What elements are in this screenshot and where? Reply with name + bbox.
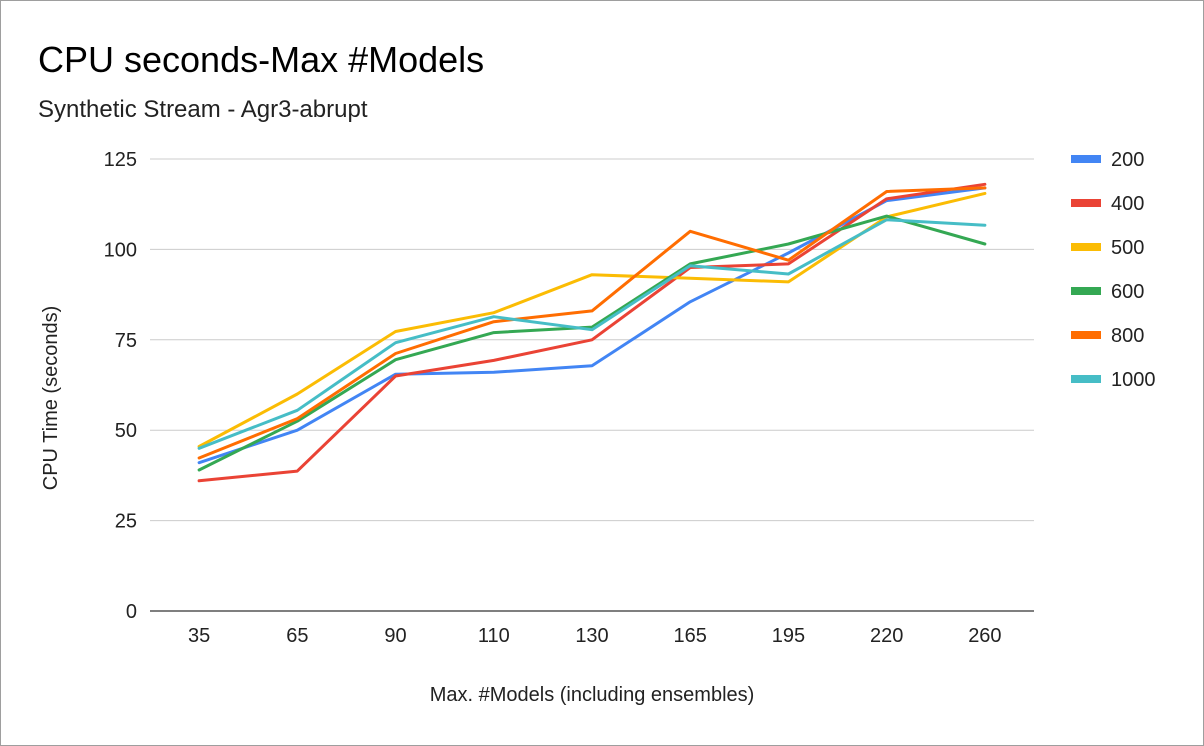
series-line-200 [197, 186, 987, 465]
x-tick-label: 165 [674, 625, 707, 647]
legend-label-200: 200 [1111, 149, 1144, 171]
x-tick-label: 130 [575, 625, 608, 647]
y-axis-label: CPU Time (seconds) [40, 306, 62, 491]
x-tick-label: 35 [188, 625, 210, 647]
x-tick-label: 90 [384, 625, 406, 647]
y-axis-ticks: 0 25 50 75 100 125 [104, 149, 137, 623]
x-tick-label: 65 [286, 625, 308, 647]
x-tick-label: 220 [870, 625, 903, 647]
series-line-400 [197, 182, 987, 483]
series-line-1000 [197, 218, 987, 450]
x-tick-label: 195 [772, 625, 805, 647]
legend-swatch-600 [1071, 287, 1101, 295]
y-tick-label: 0 [126, 601, 137, 623]
chart-title: CPU seconds-Max #Models [38, 39, 484, 80]
legend-label-800: 800 [1111, 325, 1144, 347]
chart-subtitle: Synthetic Stream - Agr3-abrupt [38, 96, 368, 123]
legend-swatch-400 [1071, 199, 1101, 207]
x-axis-label: Max. #Models (including ensembles) [430, 684, 755, 706]
legend-label-600: 600 [1111, 281, 1144, 303]
y-tick-label: 125 [104, 149, 137, 171]
y-tick-label: 25 [115, 511, 137, 533]
series-line-800 [197, 186, 987, 460]
legend-label-500: 500 [1111, 237, 1144, 259]
legend-label-1000: 1000 [1111, 369, 1156, 391]
legend-swatch-200 [1071, 155, 1101, 163]
gridlines [150, 158, 1034, 612]
y-tick-label: 100 [104, 239, 137, 261]
y-tick-label: 75 [115, 330, 137, 352]
legend-swatch-500 [1071, 243, 1101, 251]
legend-swatch-1000 [1071, 375, 1101, 383]
x-tick-label: 260 [968, 625, 1001, 647]
legend-swatch-800 [1071, 331, 1101, 339]
series-lines [197, 182, 987, 483]
x-axis-ticks: 35 65 90 110 130 165 195 220 260 [188, 625, 1002, 647]
legend: 200 400 500 600 800 1000 [1071, 149, 1156, 391]
legend-label-400: 400 [1111, 193, 1144, 215]
y-tick-label: 50 [115, 420, 137, 442]
series-line-600 [197, 214, 987, 472]
x-tick-label: 110 [478, 625, 510, 647]
